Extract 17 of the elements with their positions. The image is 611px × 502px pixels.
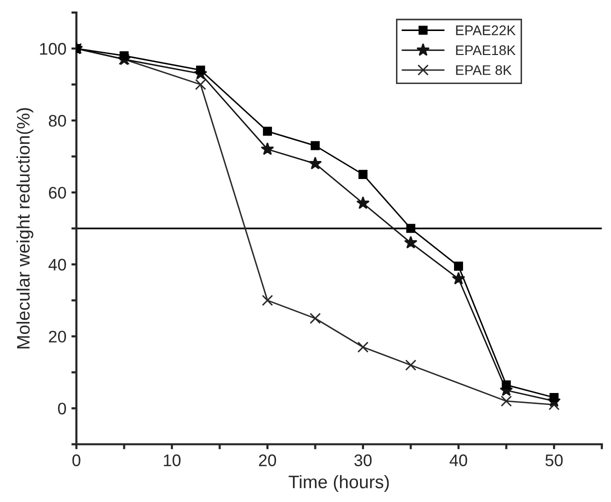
- x-axis-title: Time (hours): [288, 475, 389, 492]
- y-tick-label: 80: [48, 114, 66, 127]
- y-tick-label: 0: [58, 402, 66, 414]
- x-tick-label: 50: [545, 454, 563, 466]
- x-tick-label: 20: [259, 454, 276, 466]
- y-tick-label: 40: [48, 258, 66, 271]
- legend-label: EPAE18K: [456, 45, 516, 56]
- legend-label: EPAE 8K: [456, 65, 512, 76]
- x-tick-label: 40: [450, 454, 468, 466]
- legend-label: EPAE22K: [456, 25, 516, 36]
- y-tick-label: 20: [48, 330, 66, 343]
- x-tick-label: 30: [354, 454, 372, 466]
- y-axis-title: Molecular weight reduction(%): [16, 108, 34, 348]
- x-tick-label: 0: [72, 454, 80, 466]
- y-tick-label: 60: [48, 186, 66, 199]
- x-tick-label: 10: [164, 454, 181, 466]
- y-tick-label: 100: [40, 42, 66, 55]
